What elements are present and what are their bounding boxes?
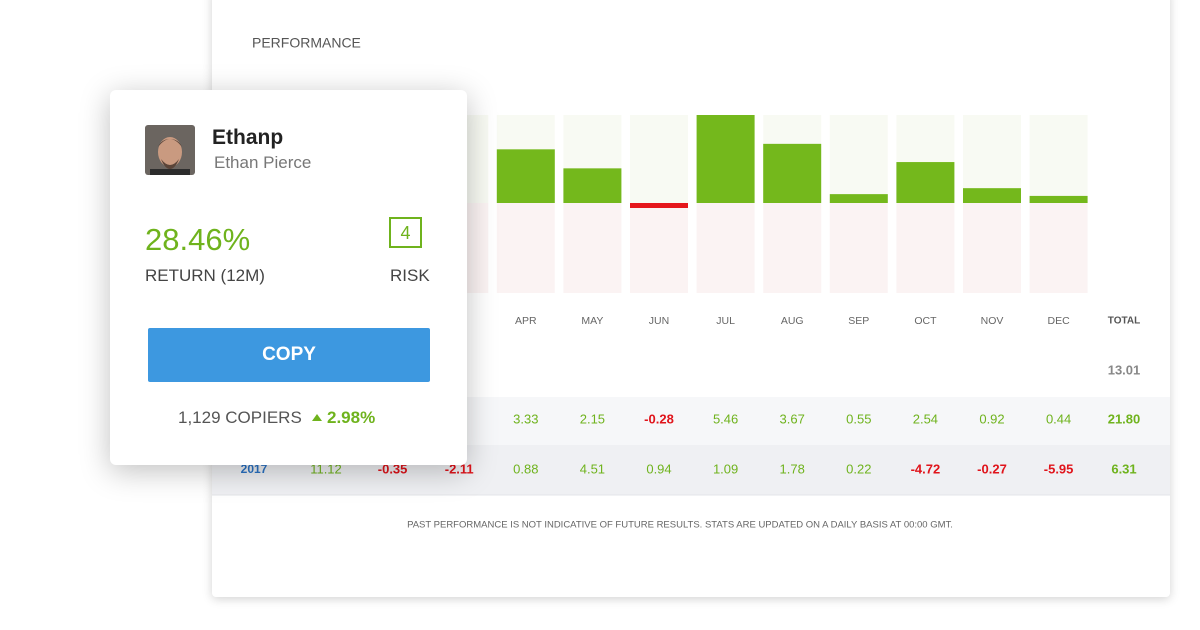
column-bg-positive bbox=[630, 115, 688, 203]
month-header: APR bbox=[515, 315, 537, 327]
month-return: -0.28 bbox=[644, 411, 674, 426]
month-return: 0.92 bbox=[979, 411, 1004, 426]
month-header: JUN bbox=[649, 315, 669, 327]
up-arrow bbox=[312, 414, 322, 421]
month-header: AUG bbox=[781, 315, 804, 327]
bar bbox=[696, 115, 755, 203]
bar bbox=[763, 143, 822, 203]
risk-label: RISK bbox=[390, 266, 430, 285]
month-header: OCT bbox=[914, 315, 937, 327]
column-bg-negative bbox=[896, 203, 955, 293]
month-return: 5.46 bbox=[713, 411, 738, 426]
bar bbox=[896, 162, 955, 203]
month-return: -4.72 bbox=[911, 461, 941, 476]
month-header: NOV bbox=[981, 315, 1004, 327]
column-bg-negative bbox=[496, 203, 555, 293]
total-header: TOTAL bbox=[1108, 316, 1140, 327]
month-return: 0.22 bbox=[846, 461, 871, 476]
month-return: 4.51 bbox=[580, 461, 605, 476]
copiers: 1,129 COPIERS bbox=[178, 408, 302, 427]
avatar bbox=[145, 125, 195, 175]
return-label: RETURN (12M) bbox=[145, 266, 265, 285]
total-return: 6.31 bbox=[1111, 461, 1136, 476]
month-return: -5.95 bbox=[1044, 461, 1074, 476]
username: Ethanp bbox=[212, 126, 284, 149]
column-bg-negative bbox=[630, 203, 688, 293]
bar bbox=[829, 194, 888, 203]
total-return: 13.01 bbox=[1108, 362, 1141, 377]
month-return: -0.27 bbox=[977, 461, 1007, 476]
month-return: -2.11 bbox=[445, 461, 474, 476]
month-header: JUL bbox=[716, 315, 735, 327]
month-return: 0.55 bbox=[846, 411, 871, 426]
month-header: SEP bbox=[848, 315, 869, 327]
copiers-change: 2.98% bbox=[327, 408, 376, 427]
month-return: 2.15 bbox=[580, 411, 605, 426]
month-return: 11.12 bbox=[310, 461, 342, 476]
month-return: 0.88 bbox=[513, 461, 538, 476]
column-bg-negative bbox=[763, 203, 822, 293]
total-return: 21.80 bbox=[1108, 411, 1141, 426]
bar bbox=[1029, 195, 1088, 203]
month-return: 1.09 bbox=[713, 461, 738, 476]
bar bbox=[963, 188, 1021, 203]
year-label: 2017 bbox=[241, 462, 268, 476]
disclaimer: PAST PERFORMANCE IS NOT INDICATIVE OF FU… bbox=[407, 520, 953, 531]
bar bbox=[563, 168, 622, 203]
panel-title: PERFORMANCE bbox=[252, 35, 361, 51]
return-value: 28.46% bbox=[145, 222, 251, 257]
column-bg-negative bbox=[963, 203, 1021, 293]
column-bg-negative bbox=[696, 203, 755, 293]
month-return: -0.35 bbox=[378, 461, 408, 476]
month-return: 0.44 bbox=[1046, 411, 1071, 426]
column-bg-positive bbox=[1029, 115, 1088, 203]
column-bg-positive bbox=[829, 115, 888, 203]
month-return: 3.67 bbox=[780, 411, 805, 426]
column-bg-negative bbox=[563, 203, 622, 293]
month-return: 3.33 bbox=[513, 411, 538, 426]
copy-button[interactable]: COPY bbox=[148, 328, 430, 382]
trader-card: Ethanp Ethan Pierce 28.46% RETURN (12M) … bbox=[110, 90, 467, 465]
month-return: 2.54 bbox=[913, 411, 938, 426]
risk-score: 4 bbox=[389, 217, 422, 248]
month-return: 0.94 bbox=[646, 461, 671, 476]
month-header: MAY bbox=[581, 315, 603, 327]
full-name: Ethan Pierce bbox=[214, 153, 312, 172]
month-return: 1.78 bbox=[780, 461, 805, 476]
bar bbox=[630, 203, 688, 208]
bar bbox=[496, 149, 555, 203]
month-header: DEC bbox=[1048, 315, 1071, 327]
column-bg-negative bbox=[1029, 203, 1088, 293]
column-bg-negative bbox=[829, 203, 888, 293]
